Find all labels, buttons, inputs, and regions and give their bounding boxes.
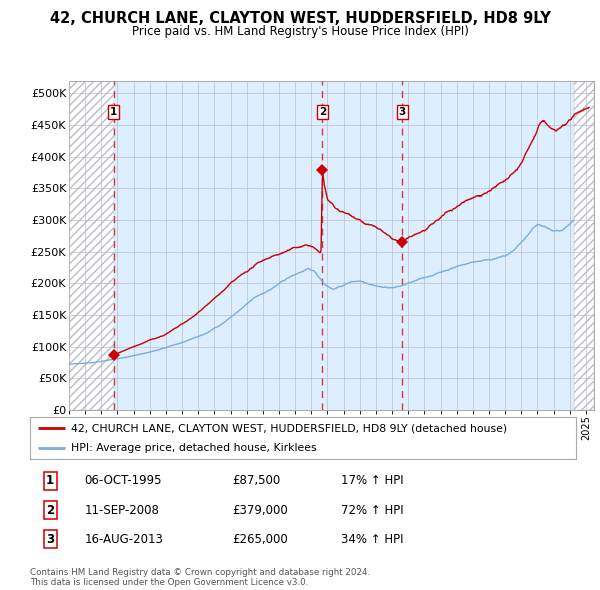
Text: Price paid vs. HM Land Registry's House Price Index (HPI): Price paid vs. HM Land Registry's House … <box>131 25 469 38</box>
Text: 34% ↑ HPI: 34% ↑ HPI <box>341 533 404 546</box>
Text: Contains HM Land Registry data © Crown copyright and database right 2024.
This d: Contains HM Land Registry data © Crown c… <box>30 568 370 587</box>
Text: 1: 1 <box>46 474 54 487</box>
Text: 42, CHURCH LANE, CLAYTON WEST, HUDDERSFIELD, HD8 9LY: 42, CHURCH LANE, CLAYTON WEST, HUDDERSFI… <box>50 11 550 26</box>
Bar <box>574 81 594 410</box>
Text: 11-SEP-2008: 11-SEP-2008 <box>85 503 160 517</box>
Text: 1: 1 <box>110 107 118 117</box>
Text: 2: 2 <box>46 503 54 517</box>
Text: £379,000: £379,000 <box>232 503 288 517</box>
Text: £87,500: £87,500 <box>232 474 280 487</box>
Bar <box>69 81 114 410</box>
Text: 2: 2 <box>319 107 326 117</box>
Text: 3: 3 <box>398 107 406 117</box>
Text: 16-AUG-2013: 16-AUG-2013 <box>85 533 163 546</box>
Text: 3: 3 <box>46 533 54 546</box>
Text: 42, CHURCH LANE, CLAYTON WEST, HUDDERSFIELD, HD8 9LY (detached house): 42, CHURCH LANE, CLAYTON WEST, HUDDERSFI… <box>71 423 507 433</box>
Text: HPI: Average price, detached house, Kirklees: HPI: Average price, detached house, Kirk… <box>71 442 317 453</box>
Text: 72% ↑ HPI: 72% ↑ HPI <box>341 503 404 517</box>
Text: 06-OCT-1995: 06-OCT-1995 <box>85 474 162 487</box>
Text: £265,000: £265,000 <box>232 533 288 546</box>
Text: 17% ↑ HPI: 17% ↑ HPI <box>341 474 404 487</box>
